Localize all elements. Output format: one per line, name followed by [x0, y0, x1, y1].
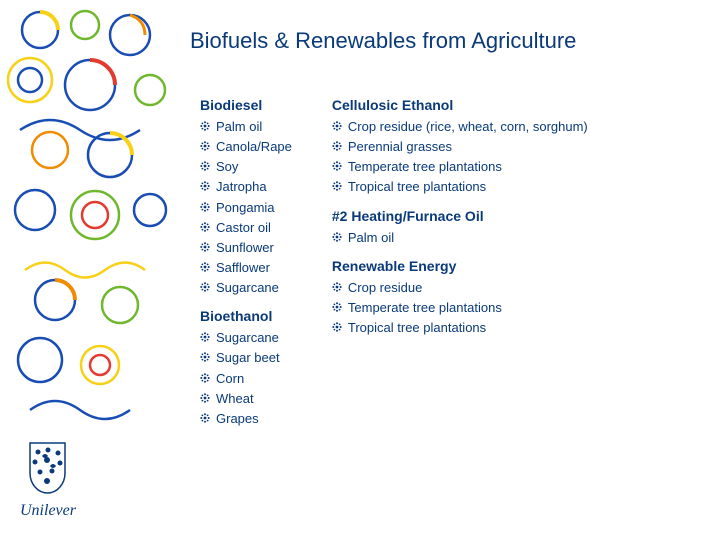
bullet-icon	[332, 137, 342, 157]
list-item-label: Soy	[216, 157, 238, 177]
list-item: Canola/Rape	[200, 137, 292, 157]
bullet-icon	[200, 177, 210, 197]
list-item-label: Wheat	[216, 389, 254, 409]
list-item: Temperate tree plantations	[332, 298, 588, 318]
list-item-label: Castor oil	[216, 218, 271, 238]
section-title: Renewable Energy	[332, 258, 588, 274]
decorative-pattern	[0, 0, 180, 430]
bullet-icon	[332, 298, 342, 318]
bullet-icon	[200, 278, 210, 298]
list-item: Pongamia	[200, 198, 292, 218]
list-item-label: Temperate tree plantations	[348, 298, 502, 318]
brand-logo: Unilever	[20, 438, 76, 520]
list-item-label: Grapes	[216, 409, 259, 429]
list-item: Wheat	[200, 389, 292, 409]
list-item-label: Tropical tree plantations	[348, 318, 486, 338]
bullet-icon	[200, 409, 210, 429]
list-item-label: Sugarcane	[216, 328, 279, 348]
list-item-label: Jatropha	[216, 177, 267, 197]
column: Cellulosic Ethanol Crop residue (rice, wh…	[332, 95, 588, 429]
list-item: Sugar beet	[200, 348, 292, 368]
list-item: Grapes	[200, 409, 292, 429]
bullet-icon	[200, 328, 210, 348]
bullet-icon	[332, 117, 342, 137]
bullet-icon	[332, 177, 342, 197]
bullet-icon	[200, 198, 210, 218]
list-item: Crop residue (rice, wheat, corn, sorghum…	[332, 117, 588, 137]
list-item-label: Sugar beet	[216, 348, 280, 368]
list-item-label: Safflower	[216, 258, 270, 278]
content-columns: BiodieselPalm oilCanola/RapeSoyJatrophaP…	[200, 95, 588, 429]
list-item-label: Palm oil	[216, 117, 262, 137]
bullet-icon	[332, 318, 342, 338]
list-item-label: Crop residue	[348, 278, 422, 298]
bullet-icon	[200, 218, 210, 238]
bullet-icon	[200, 369, 210, 389]
list-item-label: Sugarcane	[216, 278, 279, 298]
page-title: Biofuels & Renewables from Agriculture	[190, 28, 576, 54]
list-item-label: Corn	[216, 369, 244, 389]
list-item: Palm oil	[200, 117, 292, 137]
list-item-label: Pongamia	[216, 198, 275, 218]
list-item: Sunflower	[200, 238, 292, 258]
list-item: Crop residue	[332, 278, 588, 298]
bullet-icon	[200, 117, 210, 137]
list-item-label: Temperate tree plantations	[348, 157, 502, 177]
unilever-logo-icon	[20, 438, 75, 498]
list-item: Temperate tree plantations	[332, 157, 588, 177]
list-item-label: Perennial grasses	[348, 137, 452, 157]
bullet-icon	[200, 137, 210, 157]
bullet-icon	[200, 157, 210, 177]
list-item: Sugarcane	[200, 328, 292, 348]
list-item: Castor oil	[200, 218, 292, 238]
list-item-label: Canola/Rape	[216, 137, 292, 157]
bullet-icon	[332, 278, 342, 298]
section-title: Bioethanol	[200, 308, 292, 324]
bullet-icon	[200, 258, 210, 278]
list-item: Soy	[200, 157, 292, 177]
bullet-icon	[200, 348, 210, 368]
list-item: Perennial grasses	[332, 137, 588, 157]
list-item-label: Crop residue (rice, wheat, corn, sorghum…	[348, 117, 588, 137]
bullet-icon	[332, 228, 342, 248]
bullet-icon	[332, 157, 342, 177]
list-item: Tropical tree plantations	[332, 318, 588, 338]
column: Biodiesel Palm oilCanola/RapeSoyJatrophaP…	[200, 95, 292, 429]
brand-name: Unilever	[20, 502, 76, 520]
list-item-label: Sunflower	[216, 238, 274, 258]
list-item-label: Palm oil	[348, 228, 394, 248]
section-title: #2 Heating/Furnace Oil	[332, 208, 588, 224]
bullet-icon	[200, 389, 210, 409]
bullet-icon	[200, 238, 210, 258]
list-item: Sugarcane	[200, 278, 292, 298]
section-title: Cellulosic Ethanol	[332, 97, 588, 113]
list-item: Palm oil	[332, 228, 588, 248]
list-item-label: Tropical tree plantations	[348, 177, 486, 197]
list-item: Tropical tree plantations	[332, 177, 588, 197]
list-item: Corn	[200, 369, 292, 389]
list-item: Safflower	[200, 258, 292, 278]
section-title: Biodiesel	[200, 97, 292, 113]
list-item: Jatropha	[200, 177, 292, 197]
